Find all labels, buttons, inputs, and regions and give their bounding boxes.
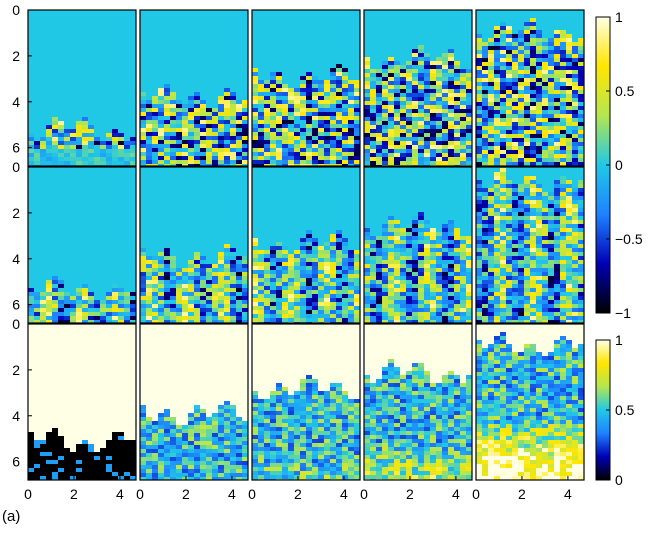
x-tick-label: 0 xyxy=(24,486,32,502)
panel-r2-c1 xyxy=(28,167,136,324)
y-tick-label: 2 xyxy=(12,362,20,378)
y-tick-label: 0 xyxy=(12,316,20,332)
colorbar-1: 1 0.5 0 −0.5 −1 xyxy=(596,9,643,321)
y-tick-label: 4 xyxy=(12,94,20,110)
panel-r1-c3 xyxy=(252,10,360,168)
colorbar-tick-label: −1 xyxy=(615,305,631,321)
panel-r1-c5 xyxy=(476,10,584,166)
y-tick-label: 4 xyxy=(12,408,20,424)
panel-r2-c5 xyxy=(476,167,584,324)
colorbar-2: 10.50 xyxy=(596,332,635,488)
x-tick-label: 2 xyxy=(406,486,414,502)
panel-r1-c2 xyxy=(140,10,248,168)
figure-label: (a) xyxy=(2,508,20,525)
y-tick-label: 0 xyxy=(12,2,20,18)
panel-r3-c5 xyxy=(476,324,584,480)
y-tick-label: 0 xyxy=(12,159,20,175)
panel-r3-c2 xyxy=(140,324,248,481)
x-tick-label: 2 xyxy=(518,486,526,502)
y-tick-label: 6 xyxy=(12,454,20,470)
panel-r3-c4 xyxy=(364,324,472,483)
x-tick-label: 0 xyxy=(360,486,368,502)
y-tick-label: 2 xyxy=(12,48,20,64)
colorbar-tick-label: 1 xyxy=(615,332,623,348)
x-tick-label: 0 xyxy=(248,486,256,502)
colorbar-tick-label: 1 xyxy=(615,9,623,25)
panel-r1-c4 xyxy=(364,10,472,169)
colorbar-tick-label: −0.5 xyxy=(615,231,643,247)
x-tick-label: 4 xyxy=(228,486,236,502)
panel-r2-c4 xyxy=(364,167,472,324)
panel-r3-c3 xyxy=(252,324,360,483)
colorbar-tick-label: 0 xyxy=(615,157,623,173)
colorbar-tick-label: 0 xyxy=(615,472,623,488)
panel-r2-c2 xyxy=(140,167,248,324)
x-tick-label: 0 xyxy=(136,486,144,502)
x-tick-label: 4 xyxy=(116,486,124,502)
y-tick-label: 2 xyxy=(12,205,20,221)
x-tick-label: 2 xyxy=(182,486,190,502)
panel-r1-c1 xyxy=(28,10,136,169)
colorbar-tick-label: 0.5 xyxy=(615,83,635,99)
panel-r2-c3 xyxy=(252,167,360,326)
y-tick-label: 6 xyxy=(12,140,20,156)
y-tick-label: 6 xyxy=(12,297,20,313)
x-tick-label: 4 xyxy=(452,486,460,502)
colorbar-tick-label: 0.5 xyxy=(615,402,635,418)
x-tick-label: 0 xyxy=(472,486,480,502)
x-tick-label: 4 xyxy=(340,486,348,502)
y-tick-label: 4 xyxy=(12,251,20,267)
x-tick-label: 2 xyxy=(70,486,78,502)
x-tick-label: 4 xyxy=(564,486,572,502)
panel-r3-c1 xyxy=(28,324,136,480)
x-tick-label: 2 xyxy=(294,486,302,502)
